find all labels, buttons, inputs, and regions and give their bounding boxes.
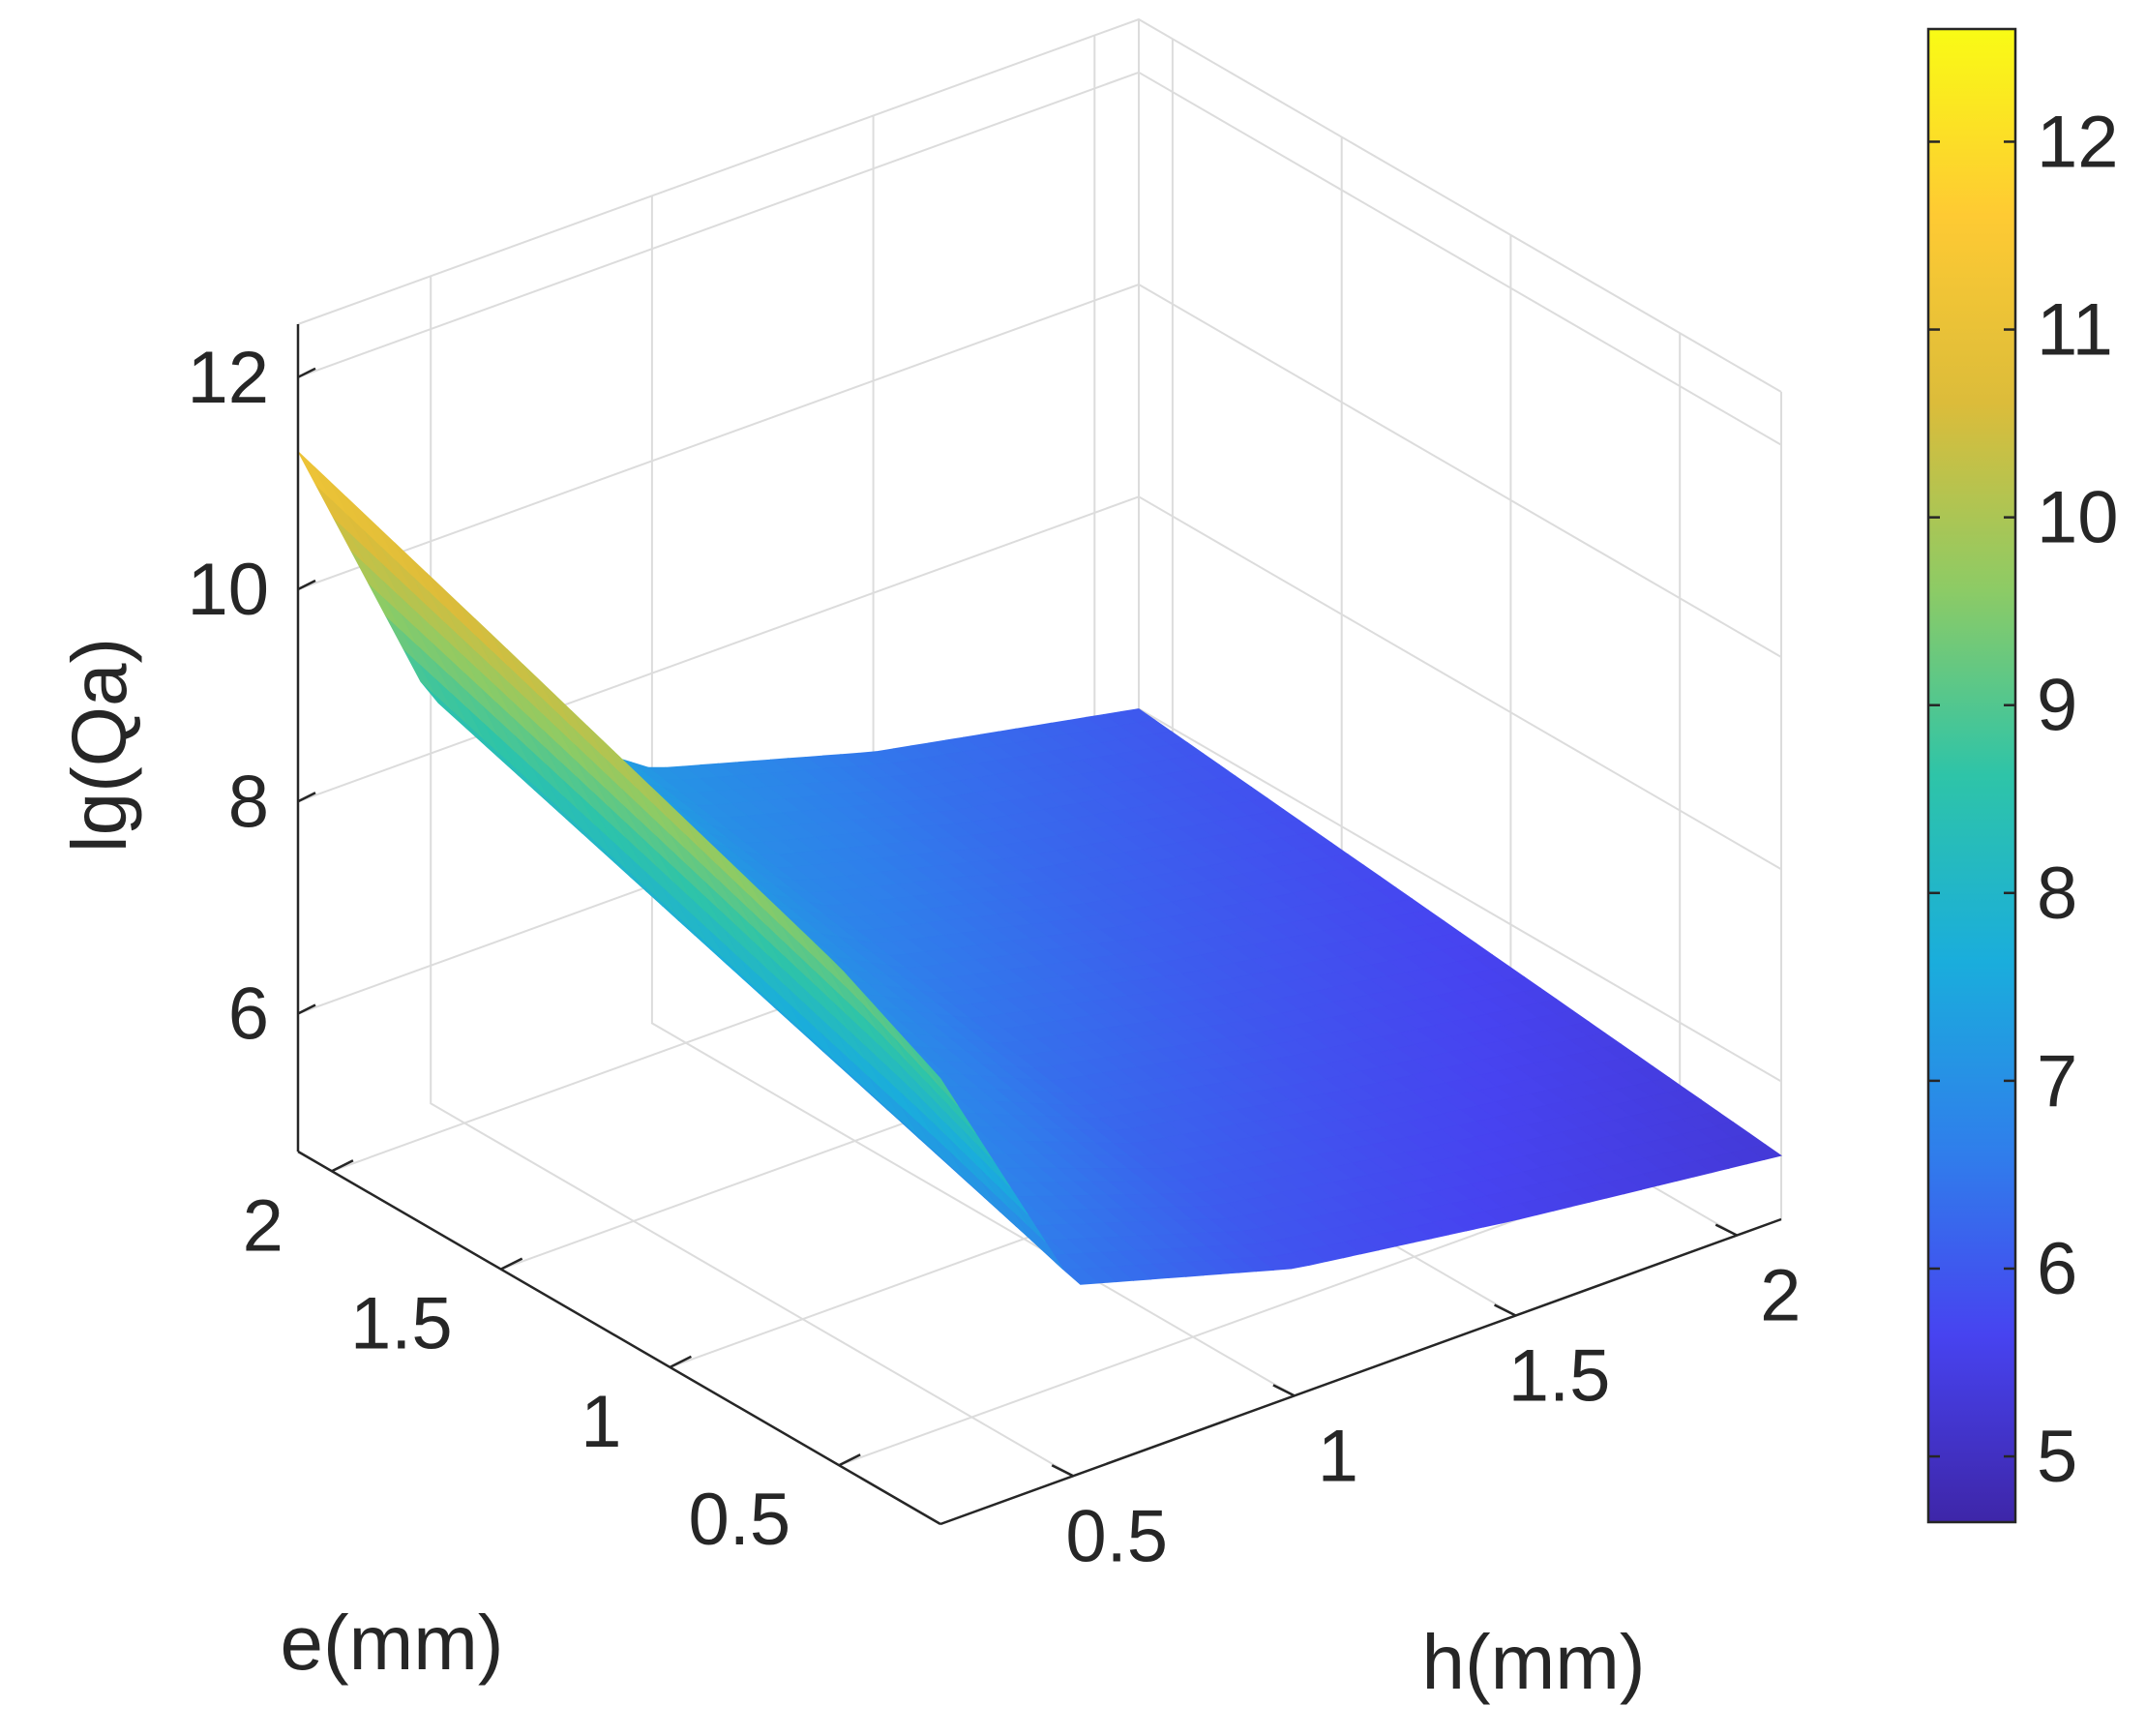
colorbar-tick-label: 9 (2037, 665, 2077, 747)
e-tick-mark (669, 1355, 692, 1369)
h-tick-mark (1714, 1223, 1738, 1237)
grid-h-line-0 (430, 276, 1074, 1478)
z-tick-label: 6 (228, 973, 269, 1056)
axis-labels: lg(Qa) e(mm) h(mm) (56, 638, 1646, 1705)
e-tick-mark (838, 1453, 861, 1467)
e-axis-label: e(mm) (280, 1600, 503, 1686)
e-tick-label: 1 (581, 1381, 621, 1463)
surface-plot (297, 451, 1782, 1285)
h-tick-label: 1 (1318, 1415, 1358, 1497)
h-tick-mark (1272, 1384, 1296, 1397)
colorbar-tick-label: 11 (2037, 289, 2113, 372)
z-tick-mark (297, 579, 316, 591)
colorbar-gradient (1926, 27, 2017, 1524)
e-tick-mark (331, 1159, 354, 1173)
e-tick-mark (500, 1257, 523, 1271)
e-tick-label: 2 (243, 1184, 283, 1267)
h-tick-mark (1494, 1303, 1517, 1317)
z-tick-mark (297, 1003, 316, 1015)
grid-top-edge (297, 17, 1782, 393)
e-tick-label: 0.5 (689, 1479, 791, 1561)
z-tick-label: 8 (228, 761, 269, 843)
colorbar-tick-label: 6 (2037, 1228, 2077, 1310)
surface-patch (924, 1061, 959, 1107)
colorbar-tick-label: 10 (2037, 477, 2119, 559)
colorbar-tick-label: 5 (2037, 1416, 2077, 1498)
surface-patch (297, 451, 333, 500)
colorbar-tick-label: 7 (2037, 1040, 2077, 1122)
colorbar: 5 6 7 8 9 10 11 12 (1926, 27, 2119, 1524)
h-tick-label: 0.5 (1065, 1495, 1168, 1577)
z-tick-label: 10 (187, 549, 269, 631)
grid-z-line-2 (297, 283, 1782, 658)
z-tick-label: 12 (187, 337, 269, 419)
e-tick-label: 1.5 (350, 1283, 453, 1365)
axis-ticks: 6 8 10 12 0.5 1 1.5 2 0.5 1 1.5 2 (187, 337, 1801, 1577)
e-axis-line (297, 1150, 941, 1526)
z-tick-mark (297, 792, 316, 803)
z-axis-label: lg(Qa) (56, 638, 142, 853)
z-tick-mark (297, 367, 316, 378)
grid-z-line-3 (297, 71, 1782, 446)
h-tick-label: 1.5 (1508, 1334, 1611, 1417)
h-tick-mark (1051, 1464, 1074, 1478)
colorbar-tick-label: 8 (2037, 853, 2077, 935)
h-tick-label: 2 (1760, 1255, 1801, 1337)
h-axis-label: h(mm) (1421, 1619, 1645, 1705)
colorbar-tick-label: 12 (2037, 101, 2119, 183)
grid-z-line-1 (297, 495, 1782, 871)
h-axis-line (939, 1217, 1782, 1526)
